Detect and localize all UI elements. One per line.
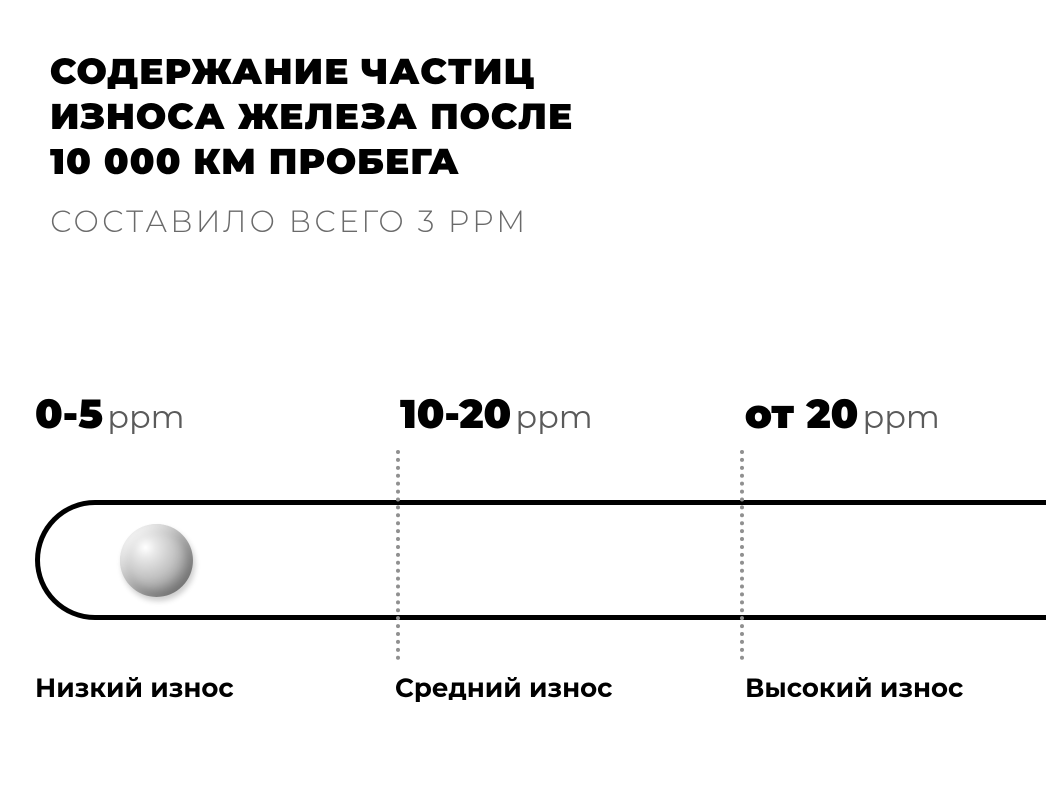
wear-gauge: 0-5 ppm 10-20 ppm от 20 ppm Низкий износ… <box>0 390 1046 712</box>
range-medium-value: 10-20 <box>400 390 511 439</box>
subtitle: СОСТАВИЛО ВСЕГО 3 PPM <box>50 203 996 240</box>
category-low: Низкий износ <box>35 672 234 704</box>
main-title: СОДЕРЖАНИЕ ЧАСТИЦ ИЗНОСА ЖЕЛЕЗА ПОСЛЕ 10… <box>50 50 996 185</box>
tube-wrapper <box>0 500 1046 620</box>
divider-1 <box>396 450 400 660</box>
marker-ball-icon <box>120 524 193 597</box>
range-medium-unit: ppm <box>515 398 592 437</box>
range-medium: 10-20 ppm <box>400 390 593 439</box>
category-high: Высокий износ <box>745 672 963 704</box>
range-low: 0-5 ppm <box>35 390 185 439</box>
title-line-3: 10 000 КМ ПРОБЕГА <box>50 140 460 184</box>
title-line-1: СОДЕРЖАНИЕ ЧАСТИЦ <box>50 50 535 94</box>
category-medium: Средний износ <box>395 672 613 704</box>
category-labels-row: Низкий износ Средний износ Высокий износ <box>0 672 1046 712</box>
range-low-unit: ppm <box>107 398 184 437</box>
range-low-value: 0-5 <box>35 390 103 439</box>
range-labels-row: 0-5 ppm 10-20 ppm от 20 ppm <box>0 390 1046 440</box>
range-high: от 20 ppm <box>745 390 940 439</box>
range-high-unit: ppm <box>863 398 940 437</box>
divider-2 <box>740 450 744 660</box>
title-line-2: ИЗНОСА ЖЕЛЕЗА ПОСЛЕ <box>50 95 573 139</box>
range-high-value: от 20 <box>745 390 858 439</box>
